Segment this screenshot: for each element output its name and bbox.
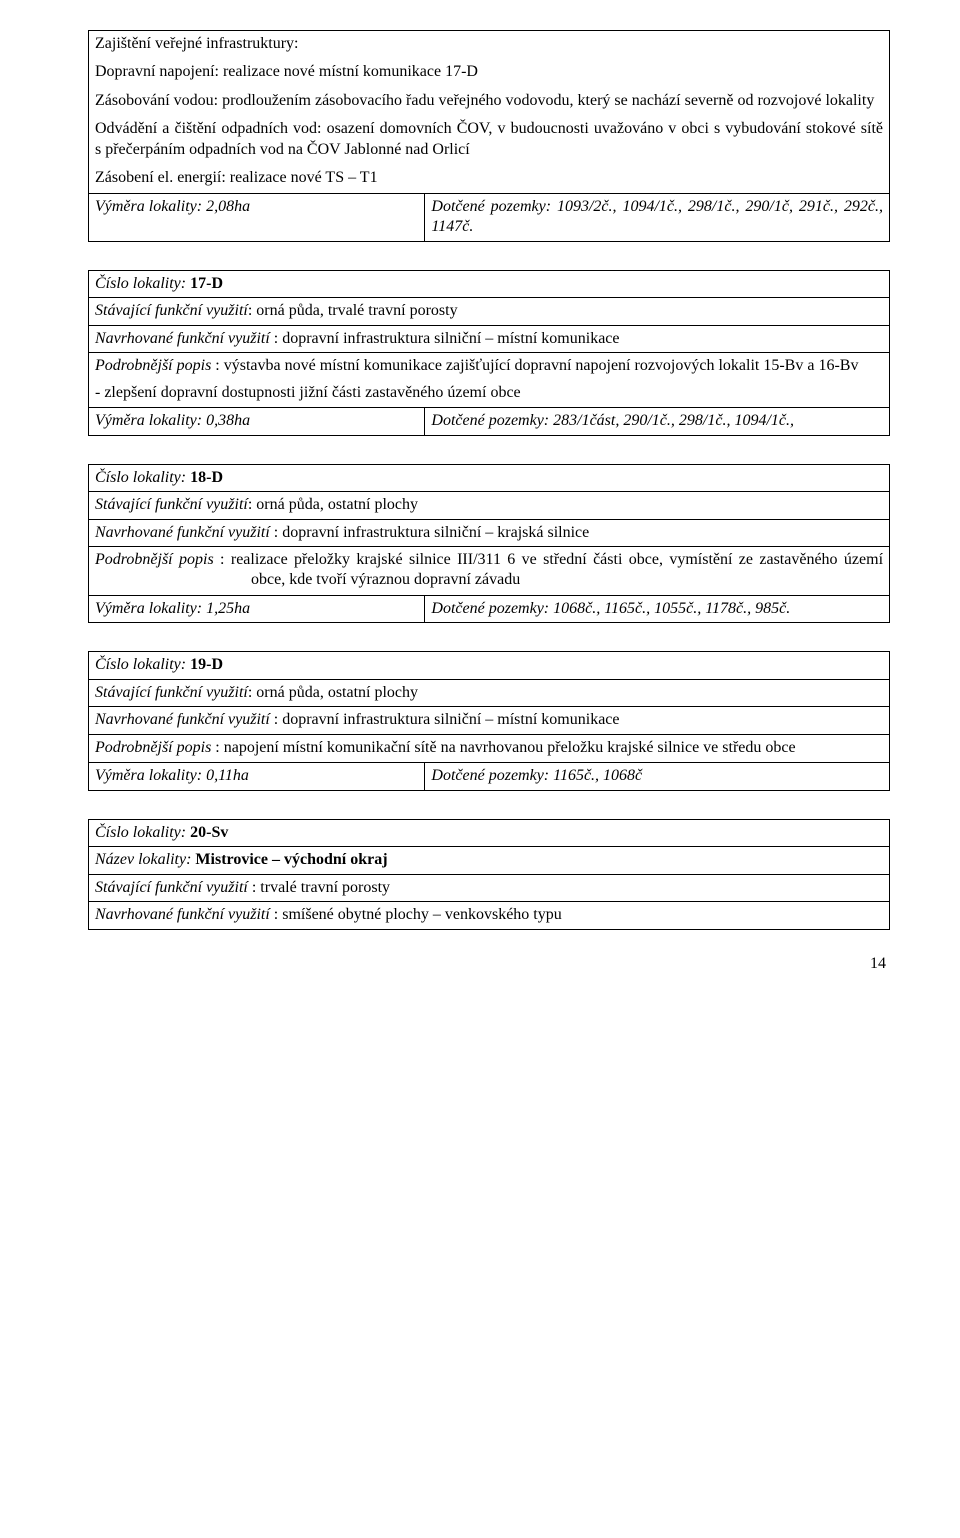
cislo-label-19: Číslo lokality:: [95, 656, 190, 673]
cell-navrh-19: Navrhované funkční využití : dopravní in…: [89, 707, 890, 734]
cell-cislo-18: Číslo lokality: 18-D: [89, 464, 890, 491]
table-18d: Číslo lokality: 18-D Stávající funkční v…: [88, 464, 890, 624]
table-continuation: Zajištění veřejné infrastruktury: Doprav…: [88, 30, 890, 242]
cell-stav-18: Stávající funkční využití: orná půda, os…: [89, 492, 890, 519]
cell-vymera-19: Výměra lokality: 0,11ha: [89, 763, 425, 790]
cell-pozemky-19: Dotčené pozemky: 1165č., 1068č: [425, 763, 890, 790]
nazev-val-20: Mistrovice – východní okraj: [195, 851, 387, 868]
cell-stav-17: Stávající funkční využití: orná půda, tr…: [89, 298, 890, 325]
cell-cislo-19: Číslo lokality: 19-D: [89, 652, 890, 679]
navrh-val-20: : smíšené obytné plochy – venkovského ty…: [274, 906, 562, 923]
popis1-19: Podrobnější popis : napojení místní komu…: [95, 738, 883, 758]
popis1-18: Podrobnější popis : realizace přeložky k…: [95, 550, 883, 591]
popis1-val-19: : napojení místní komunikační sítě na na…: [215, 739, 795, 756]
cell-pozemky-18: Dotčené pozemky: 1068č., 1165č., 1055č.,…: [425, 595, 890, 622]
infra-line2: Dopravní napojení: realizace nové místní…: [95, 62, 883, 82]
navrh-label-20: Navrhované funkční využití: [95, 906, 274, 923]
stav-label-20: Stávající funkční využití: [95, 879, 252, 896]
table-17d: Číslo lokality: 17-D Stávající funkční v…: [88, 270, 890, 436]
popis-label-17: Podrobnější popis: [95, 357, 215, 374]
cell-stav-19: Stávající funkční využití: orná půda, os…: [89, 679, 890, 706]
pozemky-label-17: Dotčené pozemky:: [431, 412, 549, 429]
table-20sv: Číslo lokality: 20-Sv Název lokality: Mi…: [88, 819, 890, 930]
navrh-val-19: : dopravní infrastruktura silniční – mís…: [274, 711, 620, 728]
vymera-val-18: 1,25ha: [202, 600, 250, 617]
pozemky-val-17: 283/1část, 290/1č., 298/1č., 1094/1č.,: [549, 412, 794, 429]
popis2-17: - zlepšení dopravní dostupnosti jižní čá…: [95, 383, 883, 403]
cell-stav-20: Stávající funkční využití : trvalé travn…: [89, 874, 890, 901]
cell-popis-18: Podrobnější popis : realizace přeložky k…: [89, 546, 890, 595]
stav-val-17: : orná půda, trvalé travní porosty: [248, 302, 458, 319]
vymera-label-19: Výměra lokality:: [95, 767, 202, 784]
stav-label-19: Stávající funkční využití: [95, 684, 248, 701]
popis1-val-18: : realizace přeložky krajské silnice III…: [220, 551, 883, 588]
cislo-label-20: Číslo lokality:: [95, 824, 190, 841]
cell-vymera-18: Výměra lokality: 1,25ha: [89, 595, 425, 622]
stav-label-18: Stávající funkční využití: [95, 496, 248, 513]
navrh-label-17: Navrhované funkční využití: [95, 330, 274, 347]
popis-label-19: Podrobnější popis: [95, 739, 215, 756]
navrh-val-17: : dopravní infrastruktura silniční – mís…: [274, 330, 620, 347]
cell-vymera-17: Výměra lokality: 0,38ha: [89, 408, 425, 435]
cell-pozemky-0: Dotčené pozemky: 1093/2č., 1094/1č., 298…: [425, 193, 890, 241]
vymera-val-17: 0,38ha: [202, 412, 250, 429]
stav-val-19: : orná půda, ostatní plochy: [248, 684, 418, 701]
cislo-val-17: 17-D: [190, 275, 223, 292]
vymera-label-17: Výměra lokality:: [95, 412, 202, 429]
navrh-val-18: : dopravní infrastruktura silniční – kra…: [274, 524, 589, 541]
pozemky-val-18: 1068č., 1165č., 1055č., 1178č., 985č.: [549, 600, 790, 617]
pozemky-val-19: 1165č., 1068č: [549, 767, 642, 784]
cislo-val-19: 19-D: [190, 656, 223, 673]
pozemky-label-0: Dotčené pozemky:: [431, 198, 551, 215]
stav-val-20: : trvalé travní porosty: [252, 879, 390, 896]
navrh-label-18: Navrhované funkční využití: [95, 524, 274, 541]
page-number: 14: [88, 954, 890, 974]
pozemky-label-19: Dotčené pozemky:: [431, 767, 549, 784]
cislo-label-17: Číslo lokality:: [95, 275, 190, 292]
vymera-val-19: 0,11ha: [202, 767, 249, 784]
cell-cislo-20: Číslo lokality: 20-Sv: [89, 819, 890, 846]
cell-nazev-20: Název lokality: Mistrovice – východní ok…: [89, 847, 890, 874]
infra-line4: Odvádění a čištění odpadních vod: osazen…: [95, 119, 883, 160]
infra-line1: Zajištění veřejné infrastruktury:: [95, 34, 883, 54]
table-19d: Číslo lokality: 19-D Stávající funkční v…: [88, 651, 890, 790]
cislo-val-18: 18-D: [190, 469, 223, 486]
cell-pozemky-17: Dotčené pozemky: 283/1část, 290/1č., 298…: [425, 408, 890, 435]
vymera-val-0: 2,08ha: [202, 198, 250, 215]
cell-cislo-17: Číslo lokality: 17-D: [89, 270, 890, 297]
cell-navrh-17: Navrhované funkční využití : dopravní in…: [89, 325, 890, 352]
cislo-label-18: Číslo lokality:: [95, 469, 190, 486]
popis-label-18: Podrobnější popis: [95, 551, 220, 568]
cell-popis-17: Podrobnější popis : výstavba nové místní…: [89, 353, 890, 408]
cell-navrh-18: Navrhované funkční využití : dopravní in…: [89, 519, 890, 546]
navrh-label-19: Navrhované funkční využití: [95, 711, 274, 728]
nazev-label-20: Název lokality:: [95, 851, 195, 868]
vymera-label-18: Výměra lokality:: [95, 600, 202, 617]
stav-label-17: Stávající funkční využití: [95, 302, 248, 319]
infra-line5: Zásobení el. energií: realizace nové TS …: [95, 168, 883, 188]
popis1-val-17: : výstavba nové místní komunikace zajišť…: [215, 357, 858, 374]
popis1-17: Podrobnější popis : výstavba nové místní…: [95, 356, 883, 376]
pozemky-label-18: Dotčené pozemky:: [431, 600, 549, 617]
cell-vymera-0: Výměra lokality: 2,08ha: [89, 193, 425, 241]
cell-block0: Zajištění veřejné infrastruktury: Doprav…: [89, 31, 890, 194]
vymera-label-0: Výměra lokality:: [95, 198, 202, 215]
stav-val-18: : orná půda, ostatní plochy: [248, 496, 418, 513]
cislo-val-20: 20-Sv: [190, 824, 228, 841]
cell-navrh-20: Navrhované funkční využití : smíšené oby…: [89, 902, 890, 929]
cell-popis-19: Podrobnější popis : napojení místní komu…: [89, 734, 890, 762]
infra-line3: Zásobování vodou: prodloužením zásobovac…: [95, 91, 883, 111]
